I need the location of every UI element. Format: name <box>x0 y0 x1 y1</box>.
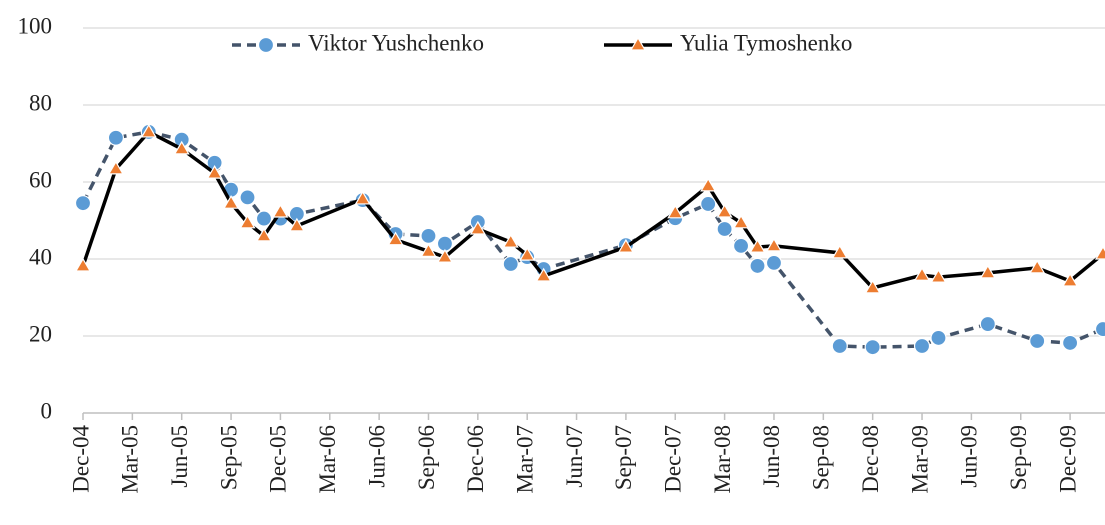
data-point <box>223 194 240 209</box>
data-point <box>864 339 881 356</box>
x-tick-label: Jun-09 <box>957 425 982 488</box>
data-point <box>732 237 750 255</box>
x-tick-label: Mar-08 <box>710 425 735 494</box>
data-point <box>288 217 305 232</box>
data-point <box>831 244 848 259</box>
data-point <box>420 243 437 257</box>
series-line <box>81 130 1104 349</box>
data-point <box>107 129 125 146</box>
x-tick-label: Mar-06 <box>315 425 340 494</box>
data-point <box>979 315 996 333</box>
x-tick-label: Jun-06 <box>364 425 389 488</box>
data-point <box>255 210 273 227</box>
data-point <box>831 337 848 355</box>
data-point <box>255 227 273 242</box>
data-point <box>436 235 454 252</box>
x-tick-label: Sep-06 <box>414 425 439 490</box>
y-tick-label: 40 <box>29 244 52 269</box>
legend-marker <box>257 36 275 54</box>
data-point <box>387 231 404 246</box>
data-point <box>140 123 157 138</box>
data-point <box>765 237 783 252</box>
y-tick-label: 20 <box>29 321 52 346</box>
data-point <box>502 255 519 273</box>
data-point <box>74 257 92 272</box>
data-point <box>420 227 437 244</box>
data-point <box>1062 272 1079 287</box>
legend-marker <box>629 36 647 51</box>
data-point <box>1094 320 1105 338</box>
data-point <box>700 177 717 192</box>
x-tick-label: Sep-09 <box>1006 425 1031 490</box>
data-point <box>749 238 766 253</box>
x-tick-label: Sep-07 <box>611 425 636 490</box>
x-tick-label: Dec-04 <box>68 425 93 493</box>
x-tick-label: Dec-05 <box>266 425 291 493</box>
data-point <box>979 264 996 279</box>
data-point <box>239 189 256 206</box>
series-line <box>81 129 1105 290</box>
x-tick-label: Mar-09 <box>907 425 932 494</box>
data-point <box>436 248 453 263</box>
x-tick-label: Jun-08 <box>759 425 784 488</box>
data-point <box>239 214 256 229</box>
y-tick-label: 80 <box>29 90 52 115</box>
x-tick-label: Jun-05 <box>167 425 192 488</box>
data-point <box>913 337 931 355</box>
x-tick-label: Sep-05 <box>216 425 241 490</box>
data-point <box>173 140 190 155</box>
y-tick-label: 0 <box>41 398 53 423</box>
x-tick-label: Jun-07 <box>562 425 587 488</box>
x-tick-label: Dec-08 <box>858 425 883 493</box>
data-point <box>667 204 684 219</box>
data-point <box>519 246 536 261</box>
data-point <box>733 214 750 229</box>
y-tick-label: 60 <box>29 167 52 192</box>
y-tick-label: 100 <box>18 13 53 38</box>
legend-label: Yulia Tymoshenko <box>680 30 852 55</box>
data-point <box>272 203 289 218</box>
x-tick-label: Mar-05 <box>118 425 143 494</box>
data-point <box>864 279 881 294</box>
data-point <box>1029 259 1046 274</box>
data-point <box>107 160 124 175</box>
data-point <box>617 238 634 253</box>
data-point <box>502 233 519 248</box>
data-point <box>1061 334 1079 352</box>
x-tick-label: Sep-08 <box>809 425 834 490</box>
data-point <box>930 268 947 283</box>
x-tick-label: Dec-06 <box>463 425 488 493</box>
data-point <box>716 220 733 238</box>
data-point <box>206 164 223 179</box>
data-point <box>74 195 92 212</box>
data-point <box>716 203 733 218</box>
data-point <box>765 254 783 271</box>
x-tick-label: Dec-07 <box>661 425 686 493</box>
data-point <box>1094 245 1105 260</box>
data-point <box>354 190 371 205</box>
x-tick-label: Dec-09 <box>1055 425 1080 493</box>
data-point <box>1029 332 1046 350</box>
data-point <box>749 257 766 275</box>
data-point <box>913 266 931 281</box>
data-point <box>700 195 717 213</box>
x-tick-label: Mar-07 <box>512 425 537 494</box>
data-point <box>535 267 552 282</box>
data-point <box>469 220 486 235</box>
data-point <box>930 329 947 347</box>
legend-label: Viktor Yushchenko <box>308 30 484 55</box>
